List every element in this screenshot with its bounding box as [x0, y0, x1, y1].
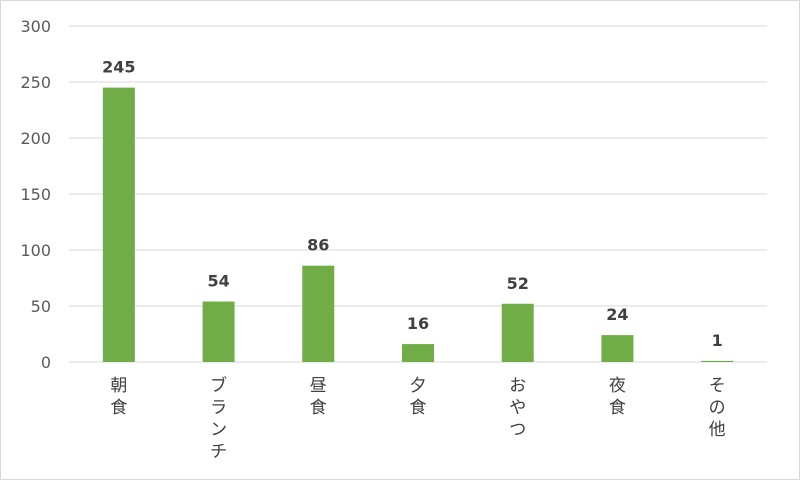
- data-label: 245: [102, 58, 135, 77]
- y-tick-label: 300: [20, 17, 51, 36]
- bar-2: [302, 265, 335, 362]
- y-tick-label: 250: [20, 73, 51, 92]
- category-label: おやつ: [509, 376, 526, 440]
- y-tick-label: 150: [20, 185, 51, 204]
- y-tick-label: 100: [20, 241, 51, 260]
- category-label: 夕食: [410, 376, 427, 418]
- y-tick-label: 50: [31, 297, 51, 316]
- data-labels: 245 54 86 16 52 24 1: [102, 58, 723, 350]
- bar-3: [402, 344, 434, 362]
- bar-4: [501, 303, 534, 362]
- data-label: 24: [606, 305, 628, 324]
- y-tick-label: 0: [41, 353, 51, 372]
- data-label: 1: [712, 331, 723, 350]
- data-label: 86: [307, 236, 329, 255]
- data-label: 16: [407, 314, 429, 333]
- data-label: 54: [207, 272, 229, 291]
- category-label: 昼食: [310, 376, 327, 418]
- category-label: 夜食: [609, 376, 626, 418]
- y-axis-ticks: 0 50 100 150 200 250 300: [20, 17, 51, 372]
- bar-0: [102, 87, 135, 362]
- gridlines: [69, 25, 767, 363]
- data-label: 52: [507, 274, 529, 293]
- bars: [102, 87, 734, 362]
- y-tick-label: 200: [20, 129, 51, 148]
- category-label: ブランチ: [210, 375, 227, 462]
- bar-5: [601, 335, 634, 362]
- x-axis-categories: 朝食 ブランチ 昼食 夕食 おやつ 夜食 その他: [110, 375, 725, 462]
- bar-1: [202, 301, 235, 362]
- bar-6: [701, 360, 734, 362]
- category-label: 朝食: [110, 376, 127, 418]
- category-label: その他: [709, 376, 726, 440]
